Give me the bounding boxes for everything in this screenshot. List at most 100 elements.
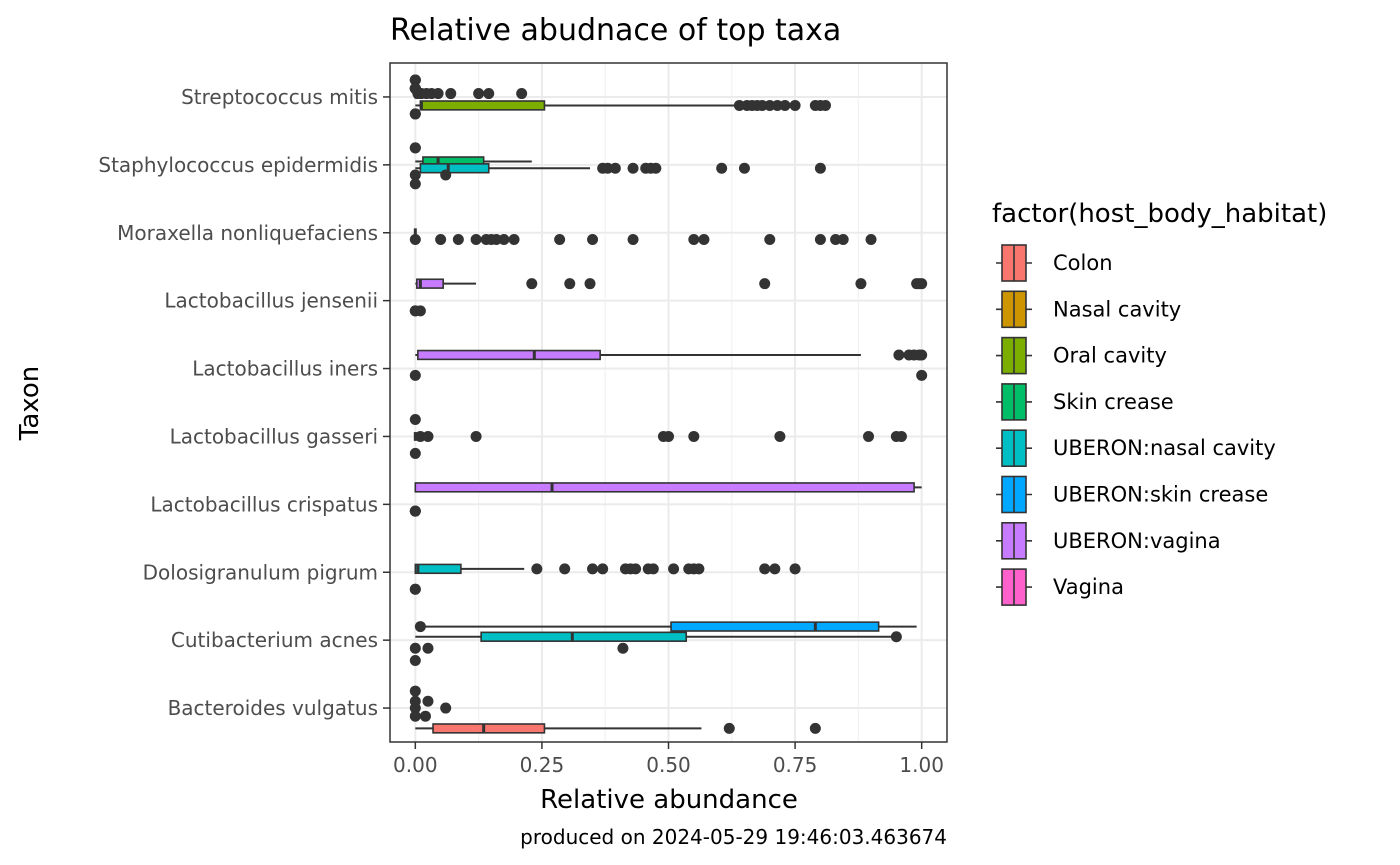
outlier-point: [584, 278, 596, 290]
outlier-point: [470, 234, 482, 246]
box-group-nasal-cavity: [409, 228, 877, 246]
outlier-point: [650, 162, 662, 174]
outlier-point: [819, 99, 831, 111]
outlier-point: [693, 563, 705, 575]
x-tick-label: 1.00: [899, 753, 944, 777]
legend-item: Vagina: [996, 568, 1124, 606]
box-group-oral-cavity: [415, 99, 831, 111]
legend-item: UBERON:vagina: [996, 521, 1221, 560]
y-tick-label: Lactobacillus crispatus: [150, 492, 378, 516]
outlier-point: [409, 505, 421, 517]
caption: produced on 2024-05-29 19:46:03.463674: [520, 825, 947, 849]
outlier-point: [716, 162, 728, 174]
outlier-point: [587, 563, 599, 575]
outlier-point: [452, 234, 464, 246]
outlier-point: [668, 563, 680, 575]
y-tick-label: Bacteroides vulgatus: [168, 696, 378, 720]
outlier-point: [893, 349, 905, 361]
box-group-colon: [409, 642, 629, 654]
outlier-point: [473, 88, 485, 100]
outlier-point: [738, 162, 750, 174]
outlier-point: [409, 655, 421, 667]
outlier-point: [516, 88, 528, 100]
outlier-point: [789, 563, 801, 575]
box-group-vagina: [409, 305, 426, 317]
outlier-point: [409, 447, 421, 459]
y-axis-label: Taxon: [15, 366, 45, 441]
box-group-nasal-cavity: [409, 142, 421, 154]
legend: factor(host_body_habitat) Colon Nasal cav…: [992, 199, 1327, 606]
outlier-point: [564, 278, 576, 290]
outlier-point: [409, 234, 421, 246]
outlier-point: [630, 563, 642, 575]
outlier-point: [779, 99, 791, 111]
y-tick-label: Streptococcus mitis: [181, 85, 378, 109]
outlier-point: [422, 695, 434, 707]
outlier-point: [409, 685, 421, 697]
box-group-vagina: [409, 655, 421, 667]
outlier-point: [916, 278, 928, 290]
box: [480, 631, 688, 642]
box-group-uberon-nasal-cavity: [409, 702, 452, 714]
y-tick-label: Cutibacterium acnes: [171, 628, 378, 652]
outlier-point: [526, 278, 538, 290]
box-group-uberon-skin-crease: [414, 621, 917, 633]
y-tick-label: Dolosigranulum pigrum: [143, 560, 378, 584]
box-group-uberon-nasal-cavity: [412, 88, 528, 100]
y-tick-label: Moraxella nonliquefaciens: [117, 221, 378, 245]
box-group-uberon-nasal-cavity: [414, 563, 801, 575]
outlier-point: [837, 234, 849, 246]
outlier-point: [814, 234, 826, 246]
legend-item: Nasal cavity: [996, 290, 1181, 329]
box: [414, 482, 915, 493]
box: [416, 278, 444, 289]
outlier-point: [409, 702, 421, 714]
outlier-point: [414, 430, 426, 442]
legend-label: Colon: [1053, 251, 1113, 275]
x-tick-label: 0.50: [646, 753, 691, 777]
box: [432, 723, 546, 734]
outlier-point: [809, 722, 821, 734]
outlier-point: [409, 74, 421, 86]
outlier-point: [617, 642, 629, 654]
outlier-point: [419, 710, 431, 722]
outlier-point: [627, 162, 639, 174]
box-group-uberon-vagina: [409, 413, 421, 425]
box-group-nasal-cavity: [409, 583, 421, 595]
outlier-point: [764, 234, 776, 246]
outlier-point: [559, 563, 571, 575]
legend-title: factor(host_body_habitat): [992, 199, 1327, 229]
outlier-point: [663, 430, 674, 442]
outlier-point: [422, 430, 434, 442]
legend-item: Oral cavity: [996, 336, 1167, 375]
x-tick-label: 0.00: [393, 753, 438, 777]
outlier-point: [764, 99, 776, 111]
outlier-point: [609, 162, 621, 174]
legend-item: Skin crease: [996, 383, 1174, 421]
outlier-point: [440, 169, 452, 181]
box-group-colon: [409, 74, 421, 86]
outlier-point: [483, 88, 495, 100]
outlier-point: [440, 702, 452, 714]
outlier-point: [855, 278, 867, 290]
outlier-point: [409, 108, 421, 120]
outlier-point: [409, 369, 421, 381]
box-group-vagina: [409, 178, 421, 190]
box-group-oral-cavity: [409, 710, 431, 722]
box-group-colon: [415, 722, 821, 734]
legend-item: UBERON:skin crease: [996, 475, 1268, 514]
outlier-point: [774, 430, 786, 442]
outlier-point: [508, 234, 520, 246]
box-group-vagina: [409, 505, 421, 517]
box: [417, 349, 601, 361]
legend-label: Nasal cavity: [1053, 297, 1181, 321]
outlier-point: [890, 631, 902, 643]
outlier-point: [688, 430, 700, 442]
outlier-point: [409, 413, 421, 425]
outlier-point: [865, 234, 877, 246]
outlier-point: [698, 234, 710, 246]
outlier-point: [409, 710, 421, 722]
outlier-point: [647, 563, 659, 575]
outlier-point: [863, 430, 875, 442]
x-tick-label: 0.75: [773, 753, 818, 777]
